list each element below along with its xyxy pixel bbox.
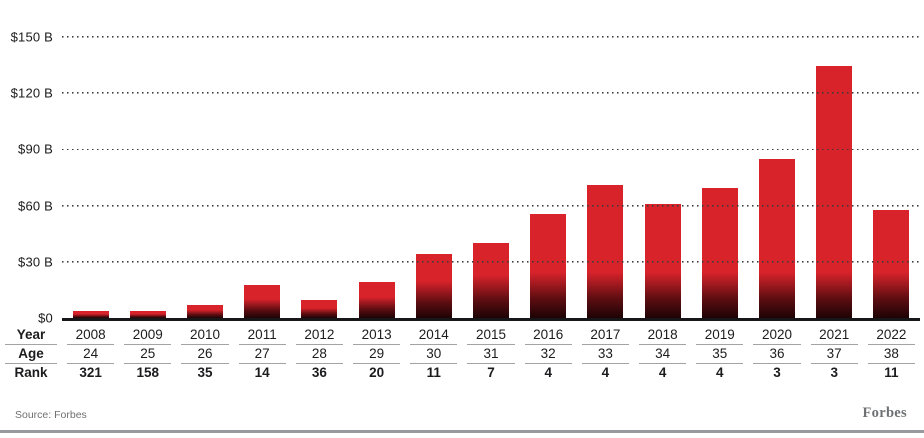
rank-cell-2018: 4	[658, 365, 667, 380]
bottom-divider	[0, 430, 924, 433]
bar-2009	[129, 311, 166, 318]
bar-slot-2020	[748, 158, 805, 319]
rank-cell-2021: 3	[830, 365, 838, 380]
rank-cell-2011: 14	[254, 365, 270, 380]
year-cell-2011: 2011	[238, 326, 286, 345]
y-axis-label: $120 B	[10, 85, 53, 101]
age-cell-2015: 31	[467, 345, 515, 364]
year-cell-2018: 2018	[639, 326, 687, 345]
bar-slot-2013	[348, 282, 405, 318]
year-cell-2019: 2019	[696, 326, 744, 345]
year-cell-2014: 2014	[410, 326, 458, 345]
rank-cell-2009: 158	[136, 365, 160, 380]
age-cell-2012: 28	[295, 345, 343, 364]
bar-2012	[301, 300, 338, 318]
bar-2020	[759, 158, 796, 319]
year-cell-2009: 2009	[124, 326, 172, 345]
bar-2013	[358, 282, 395, 318]
bar-slot-2021	[806, 66, 863, 318]
bar-series	[62, 0, 920, 319]
year-cell-2021: 2021	[810, 326, 858, 345]
bar-2016	[530, 214, 567, 318]
age-cell-2009: 25	[124, 345, 172, 364]
gridline-30b	[62, 260, 920, 263]
age-cell-2014: 30	[410, 345, 458, 364]
age-cell-2010: 26	[181, 345, 229, 364]
bar-slot-2019	[691, 187, 748, 319]
y-axis-label: $90 B	[18, 141, 53, 157]
rank-cell-2013: 20	[369, 365, 385, 380]
year-cell-2013: 2013	[353, 326, 401, 345]
bar-2011	[244, 285, 281, 318]
age-cell-2011: 27	[238, 345, 286, 364]
y-axis-label: $150 B	[10, 29, 53, 45]
year-cell-2015: 2015	[467, 326, 515, 345]
age-cell-2020: 36	[753, 345, 801, 364]
age-cell-2013: 29	[353, 345, 401, 364]
row-label-rank: Rank	[14, 365, 48, 380]
age-cell-2016: 32	[524, 345, 572, 364]
row-label-age: Age	[5, 345, 57, 364]
rank-cell-2019: 4	[716, 365, 724, 380]
y-axis-label: $0	[38, 310, 53, 326]
bar-slot-2015	[462, 243, 519, 318]
year-cell-2017: 2017	[581, 326, 629, 345]
net-worth-bar-chart: $150 B $120 B $90 B $60 B $30 B $0	[10, 0, 920, 326]
year-cell-2010: 2010	[181, 326, 229, 345]
rank-cell-2017: 4	[601, 365, 610, 380]
bar-2021	[816, 66, 853, 318]
rank-cell-2022: 11	[884, 365, 899, 380]
bar-2010	[187, 304, 223, 319]
age-cell-2022: 38	[867, 345, 915, 364]
year-cell-2012: 2012	[295, 326, 343, 345]
bar-2022	[873, 209, 910, 319]
rank-cell-2012: 36	[311, 365, 327, 380]
bar-2017	[587, 185, 624, 318]
bar-slot-2014	[405, 254, 462, 318]
gridline-90b	[62, 148, 920, 151]
age-cell-2021: 37	[810, 345, 858, 364]
age-cell-2008: 24	[67, 345, 115, 364]
row-label-year: Year	[5, 326, 57, 345]
gridline-120b	[62, 92, 920, 95]
bar-slot-2016	[520, 214, 577, 318]
year-age-rank-table: Year 2008 2009 2010 2011 2012 2013 2014 2015 2016…	[0, 326, 920, 383]
rank-cell-2016: 4	[544, 365, 552, 380]
bar-slot-2010	[176, 304, 233, 319]
y-axis-label: $60 B	[18, 198, 53, 214]
forbes-logo: Forbes	[862, 405, 907, 421]
source-note: Source: Forbes	[15, 409, 87, 421]
bar-2019	[701, 187, 738, 319]
gridline-60b	[62, 204, 920, 207]
rank-cell-2015: 7	[487, 365, 495, 380]
bar-slot-2011	[234, 285, 291, 318]
y-axis-label: $30 B	[18, 254, 53, 270]
age-cell-2018: 34	[639, 345, 687, 364]
bar-2008	[72, 311, 109, 318]
x-axis-line	[62, 318, 920, 321]
year-cell-2020: 2020	[753, 326, 801, 345]
bar-slot-2022	[863, 209, 920, 319]
year-cell-2016: 2016	[524, 326, 572, 345]
gridline-150b	[62, 36, 920, 38]
bar-2014	[415, 254, 452, 318]
bar-2015	[473, 243, 510, 318]
bar-slot-2008	[62, 311, 119, 318]
rank-cell-2020: 3	[773, 365, 781, 380]
rank-cell-2014: 11	[426, 365, 441, 380]
rank-cell-2008: 321	[79, 365, 102, 380]
bar-slot-2009	[119, 311, 176, 318]
year-cell-2022: 2022	[867, 326, 915, 345]
rank-cell-2010: 35	[197, 365, 213, 380]
bar-slot-2012	[291, 300, 348, 318]
year-cell-2008: 2008	[67, 326, 115, 345]
bar-slot-2017	[577, 185, 634, 318]
age-cell-2017: 33	[581, 345, 629, 364]
age-cell-2019: 35	[696, 345, 744, 364]
